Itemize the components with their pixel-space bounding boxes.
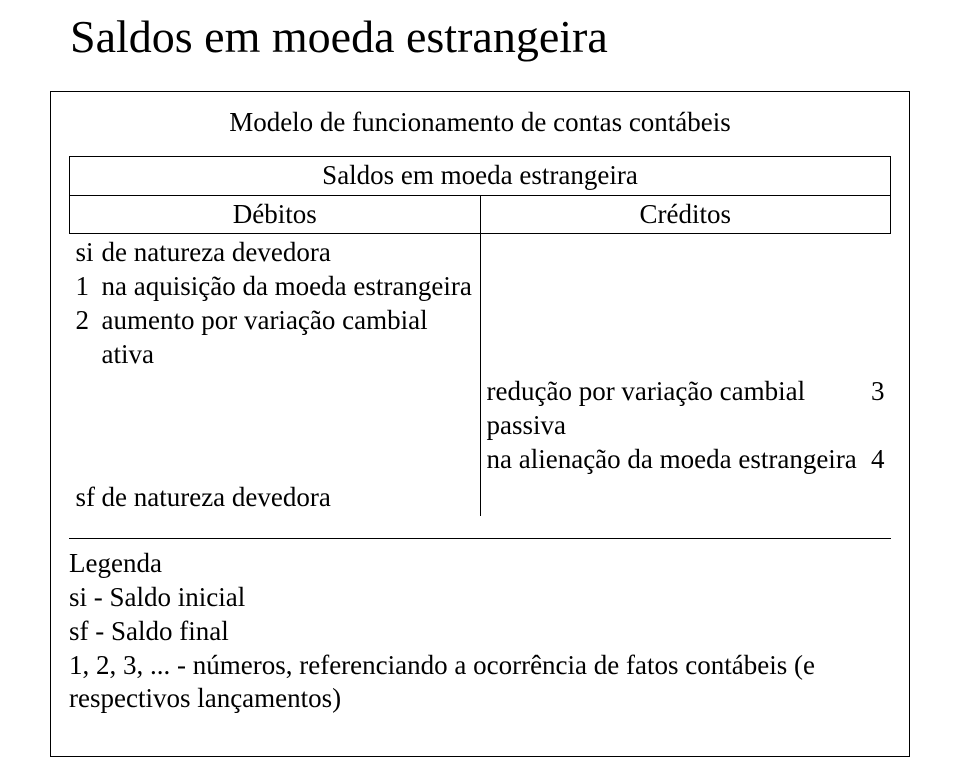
model-caption: Modelo de funcionamento de contas contáb… xyxy=(69,106,891,140)
debit-footer-entry: sf de natureza devedora xyxy=(76,481,474,515)
legend: Legenda si - Saldo inicial sf - Saldo fi… xyxy=(69,538,891,716)
credit-cell: redução por variação cambial passiva 3 n… xyxy=(480,373,891,478)
debit-entry-text: aumento por variação cambial ativa xyxy=(102,304,474,372)
debit-entry-text: de natureza devedora xyxy=(102,236,474,270)
debit-footer-text: de natureza devedora xyxy=(102,481,474,515)
credit-entry-num: 4 xyxy=(859,443,885,477)
credit-footer-cell xyxy=(480,479,891,517)
debit-entry: 2 aumento por variação cambial ativa xyxy=(76,304,474,372)
credit-entry-text: na alienação da moeda estrangeira xyxy=(487,443,859,477)
debit-cell: si de natureza devedora 1 na aquisição d… xyxy=(70,234,481,374)
debit-header: Débitos xyxy=(70,195,481,234)
credit-entry: redução por variação cambial passiva 3 xyxy=(487,375,885,443)
debit-entry: si de natureza devedora xyxy=(76,236,474,270)
credit-entry-num: 3 xyxy=(859,375,885,443)
debit-footer-cell: sf de natureza devedora xyxy=(70,479,481,517)
debit-entry-num: 2 xyxy=(76,304,102,372)
legend-sf: sf - Saldo final xyxy=(69,615,891,649)
page-root: Saldos em moeda estrangeira Modelo de fu… xyxy=(0,0,960,757)
outer-box: Modelo de funcionamento de contas contáb… xyxy=(50,91,910,757)
debit-entry-num: 1 xyxy=(76,270,102,304)
page-title: Saldos em moeda estrangeira xyxy=(70,10,910,63)
debit-entry: 1 na aquisição da moeda estrangeira xyxy=(76,270,474,304)
legend-heading: Legenda xyxy=(69,547,891,581)
credit-cell xyxy=(480,234,891,374)
credit-entry-text: redução por variação cambial passiva xyxy=(487,375,859,443)
legend-nums: 1, 2, 3, ... - números, referenciando a … xyxy=(69,649,891,717)
debit-footer-num: sf xyxy=(76,481,102,515)
debit-cell xyxy=(70,373,481,478)
t-account-title: Saldos em moeda estrangeira xyxy=(70,156,891,195)
debit-entry-text: na aquisição da moeda estrangeira xyxy=(102,270,474,304)
credit-entry: na alienação da moeda estrangeira 4 xyxy=(487,443,885,477)
legend-si: si - Saldo inicial xyxy=(69,581,891,615)
credit-header: Créditos xyxy=(480,195,891,234)
debit-entry-num: si xyxy=(76,236,102,270)
t-account: Saldos em moeda estrangeira Débitos Créd… xyxy=(69,156,891,517)
